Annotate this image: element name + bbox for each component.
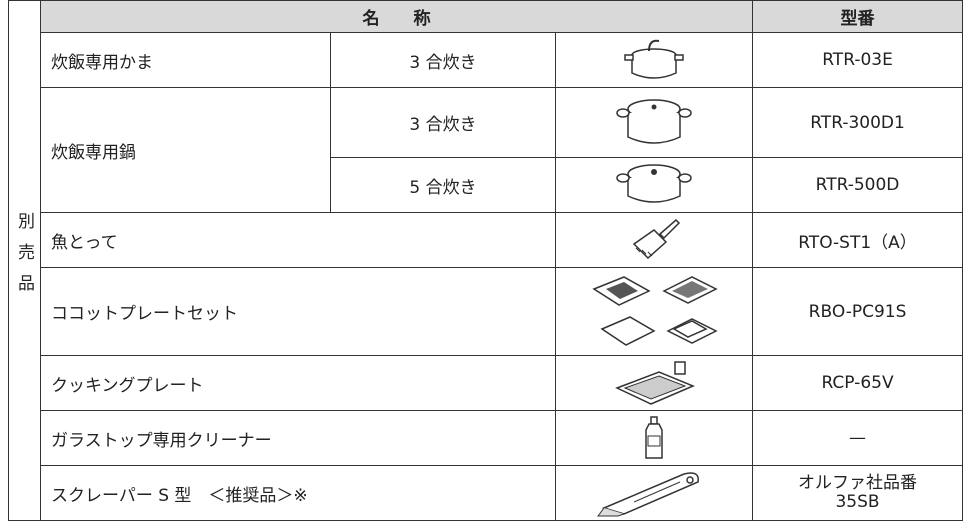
model-line: 35SB xyxy=(835,492,880,512)
model-line: オルファ社品番 xyxy=(798,473,918,493)
item-model: RTR-300D1 xyxy=(752,87,964,158)
icon xyxy=(597,472,699,517)
icon xyxy=(615,361,695,405)
item-size: 3 合炊き xyxy=(330,32,556,88)
icon xyxy=(592,275,718,346)
row: 炊飯専用鍋 3 合炊き RTR-300D1 xyxy=(9,87,964,213)
item-model: RTR-03E xyxy=(752,32,964,88)
item-name: クッキングプレート xyxy=(40,355,556,411)
row: 5 合炊き RTR-500D xyxy=(9,157,964,213)
item-image xyxy=(554,157,754,213)
item-name: ガラストップ専用クリーナー xyxy=(40,410,556,466)
item-name: スクレーパー S 型 ＜推奨品＞※ xyxy=(40,465,556,521)
item-model: RTR-500D xyxy=(752,157,964,213)
row: ガラストップ専用クリーナー — xyxy=(9,410,964,466)
row: クッキングプレート RCP-65V xyxy=(9,355,964,411)
header-row: 別売品 名 称 型番 xyxy=(8,0,964,521)
header-name: 名 称 xyxy=(39,0,754,33)
item-image xyxy=(554,32,754,88)
item-image xyxy=(554,410,754,466)
item-name: 炊飯専用鍋 xyxy=(40,87,331,213)
item-image xyxy=(554,267,754,356)
item-size: 3 合炊き xyxy=(330,87,556,158)
item-name: ココットプレートセット xyxy=(40,267,556,356)
row: ココットプレートセット RBO-PC91S xyxy=(9,267,964,356)
item-model: — xyxy=(752,410,964,466)
side-label: 別売品 xyxy=(14,211,34,305)
row: スクレーパー S 型 ＜推奨品＞※ オルファ社品番 35SB xyxy=(9,465,964,521)
item-name: 炊飯専用かま xyxy=(40,32,331,88)
item-model: RTO-ST1（A） xyxy=(752,212,964,268)
row: 炊飯専用かま 3 合炊き RTR-03E xyxy=(9,32,964,88)
accessory-table: 別売品 名 称 型番 炊飯専用かま 3 合炊き RTR-03E 炊飯専用鍋 3 … xyxy=(8,0,964,521)
item-model: オルファ社品番 35SB xyxy=(752,465,964,521)
item-model: RBO-PC91S xyxy=(752,267,964,356)
item-image xyxy=(554,87,754,158)
icon xyxy=(616,98,692,144)
item-image xyxy=(554,355,754,411)
icon xyxy=(632,218,681,260)
row: 魚とって RTO-ST1（A） xyxy=(9,212,964,268)
icon xyxy=(616,164,692,203)
item-image xyxy=(554,465,754,521)
header-model: 型番 xyxy=(752,0,964,33)
item-model: RCP-65V xyxy=(752,355,964,411)
item-size: 5 合炊き xyxy=(330,157,556,213)
icon xyxy=(645,416,663,459)
item-image xyxy=(554,212,754,268)
item-name: 魚とって xyxy=(40,212,556,268)
icon xyxy=(624,39,684,79)
side-cell: 別売品 xyxy=(8,0,41,521)
